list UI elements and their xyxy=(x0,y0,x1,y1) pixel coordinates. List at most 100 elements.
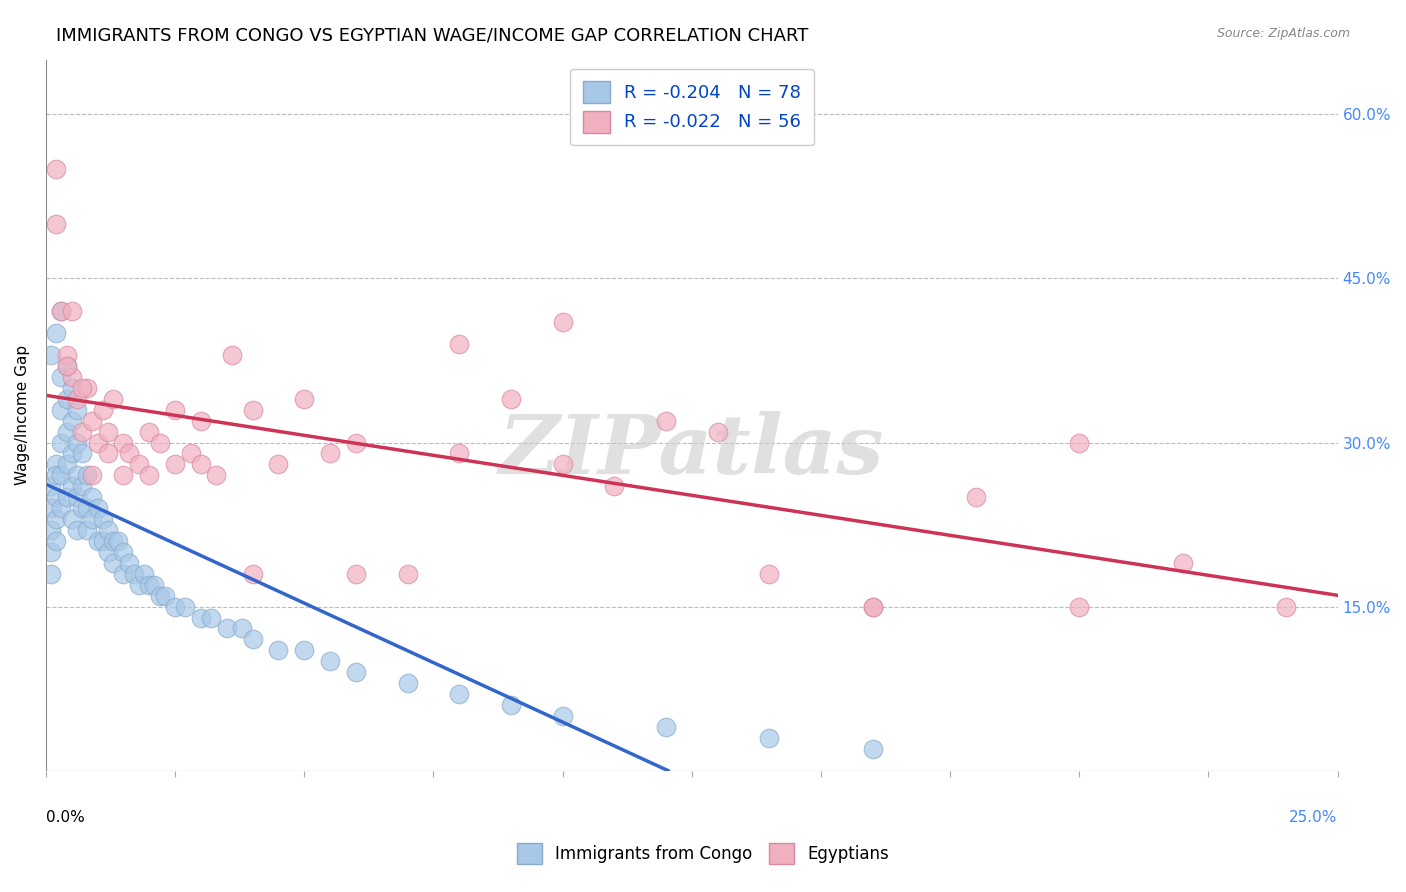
Point xyxy=(112,545,135,559)
Point xyxy=(70,425,93,439)
Point xyxy=(51,304,73,318)
Point xyxy=(180,446,202,460)
Point xyxy=(396,676,419,690)
Point xyxy=(82,490,104,504)
Point xyxy=(134,566,156,581)
Point xyxy=(70,479,93,493)
Point xyxy=(1275,599,1298,614)
Point xyxy=(66,435,89,450)
Point xyxy=(45,326,67,340)
Point xyxy=(231,622,253,636)
Point xyxy=(190,414,212,428)
Point xyxy=(128,458,150,472)
Point xyxy=(190,610,212,624)
Point xyxy=(101,556,124,570)
Point xyxy=(655,414,678,428)
Point xyxy=(344,435,367,450)
Point xyxy=(165,402,187,417)
Point xyxy=(82,512,104,526)
Point xyxy=(51,435,73,450)
Point xyxy=(758,566,780,581)
Point xyxy=(76,501,98,516)
Point xyxy=(76,381,98,395)
Point xyxy=(449,687,471,701)
Point xyxy=(51,468,73,483)
Point xyxy=(215,622,238,636)
Point xyxy=(153,589,176,603)
Text: ZIPatlas: ZIPatlas xyxy=(499,410,884,491)
Point xyxy=(60,304,83,318)
Point xyxy=(319,654,342,668)
Point xyxy=(70,446,93,460)
Point xyxy=(60,369,83,384)
Point xyxy=(70,501,93,516)
Point xyxy=(97,446,120,460)
Point xyxy=(39,566,62,581)
Point xyxy=(122,566,145,581)
Point xyxy=(101,392,124,406)
Point xyxy=(862,741,884,756)
Point xyxy=(965,490,987,504)
Point xyxy=(86,435,108,450)
Point xyxy=(200,610,222,624)
Text: Source: ZipAtlas.com: Source: ZipAtlas.com xyxy=(1216,27,1350,40)
Point xyxy=(66,392,89,406)
Point xyxy=(55,490,77,504)
Point xyxy=(292,392,315,406)
Point xyxy=(499,698,522,712)
Point xyxy=(205,468,228,483)
Point xyxy=(39,348,62,362)
Point xyxy=(758,731,780,745)
Point xyxy=(449,337,471,351)
Point xyxy=(45,512,67,526)
Point xyxy=(91,512,114,526)
Point xyxy=(60,381,83,395)
Point xyxy=(45,533,67,548)
Point xyxy=(55,348,77,362)
Point xyxy=(242,566,264,581)
Point xyxy=(165,458,187,472)
Point xyxy=(174,599,197,614)
Point xyxy=(499,392,522,406)
Point xyxy=(55,359,77,373)
Point xyxy=(190,458,212,472)
Point xyxy=(86,501,108,516)
Point xyxy=(165,599,187,614)
Point xyxy=(706,425,728,439)
Point xyxy=(66,490,89,504)
Point xyxy=(551,315,574,329)
Point xyxy=(82,468,104,483)
Point xyxy=(292,643,315,657)
Point xyxy=(138,578,160,592)
Point xyxy=(1069,599,1091,614)
Point xyxy=(39,523,62,537)
Point xyxy=(862,599,884,614)
Point xyxy=(221,348,243,362)
Point xyxy=(91,533,114,548)
Point xyxy=(655,720,678,734)
Point xyxy=(45,161,67,176)
Point xyxy=(55,425,77,439)
Point xyxy=(39,501,62,516)
Text: 0.0%: 0.0% xyxy=(46,810,84,825)
Point xyxy=(603,479,626,493)
Point xyxy=(107,533,129,548)
Point xyxy=(862,599,884,614)
Point xyxy=(149,589,172,603)
Point xyxy=(319,446,342,460)
Point xyxy=(551,709,574,723)
Point xyxy=(55,458,77,472)
Point xyxy=(97,545,120,559)
Text: IMMIGRANTS FROM CONGO VS EGYPTIAN WAGE/INCOME GAP CORRELATION CHART: IMMIGRANTS FROM CONGO VS EGYPTIAN WAGE/I… xyxy=(56,27,808,45)
Point xyxy=(55,392,77,406)
Point xyxy=(112,468,135,483)
Text: 25.0%: 25.0% xyxy=(1289,810,1337,825)
Point xyxy=(396,566,419,581)
Point xyxy=(117,446,139,460)
Point xyxy=(51,304,73,318)
Point xyxy=(91,402,114,417)
Point xyxy=(1069,435,1091,450)
Point xyxy=(66,402,89,417)
Point xyxy=(39,545,62,559)
Point xyxy=(51,501,73,516)
